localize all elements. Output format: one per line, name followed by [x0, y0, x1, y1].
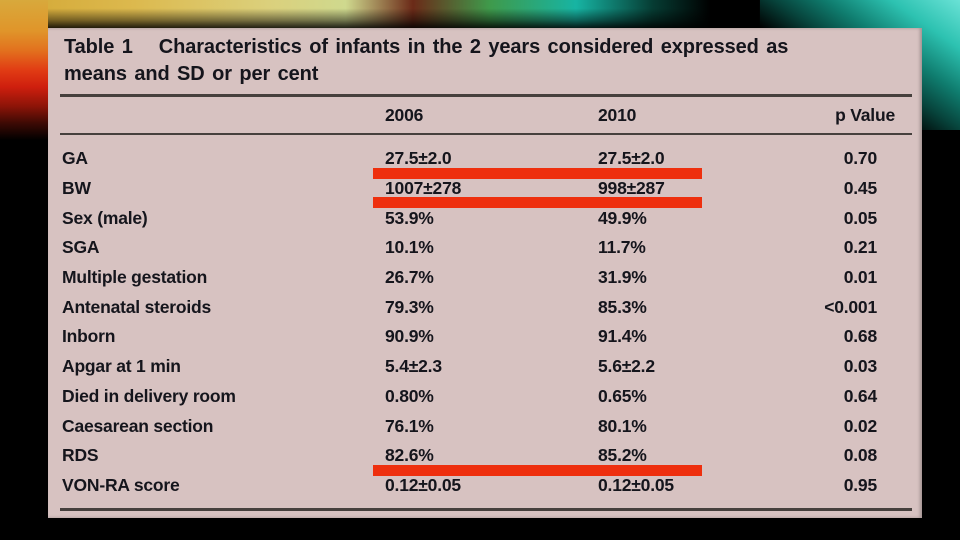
divider-header	[60, 133, 912, 135]
table-row: BW 1007±278 998±287 0.45	[48, 174, 922, 209]
row-label: BW	[62, 178, 91, 199]
value-2006: 82.6%	[385, 445, 434, 466]
table-body: GA 27.5±2.0 27.5±2.0 0.70 BW 1007±278 99…	[48, 144, 922, 500]
value-2006: 79.3%	[385, 296, 434, 317]
table-title: Table 1 Characteristics of infants in the…	[48, 28, 838, 88]
row-label: RDS	[62, 445, 99, 466]
p-value: 0.64	[843, 385, 877, 406]
table-row: Caesarean section 76.1% 80.1% 0.02	[48, 411, 922, 441]
value-2006: 26.7%	[385, 267, 434, 288]
p-value: 0.45	[843, 178, 877, 199]
value-2010: 998±287	[598, 178, 665, 199]
row-label: SGA	[62, 237, 100, 258]
table-title-text: Characteristics of infants in the 2 year…	[64, 36, 789, 85]
value-2006: 0.12±0.05	[385, 474, 461, 495]
table-row: Died in delivery room 0.80% 0.65% 0.64	[48, 382, 922, 412]
p-value: 0.95	[843, 474, 877, 495]
row-label: Antenatal steroids	[62, 296, 212, 317]
table-row: Inborn 90.9% 91.4% 0.68	[48, 322, 922, 352]
p-value: 0.70	[843, 148, 877, 169]
value-2010: 11.7%	[598, 237, 646, 258]
value-2010: 31.9%	[598, 267, 647, 288]
row-label: Caesarean section	[62, 415, 214, 436]
row-label: Multiple gestation	[62, 267, 208, 288]
row-label: Apgar at 1 min	[62, 356, 181, 377]
table-row: SGA 10.1% 11.7% 0.21	[48, 233, 922, 263]
table-row: GA 27.5±2.0 27.5±2.0 0.70	[48, 144, 922, 179]
row-label: VON-RA score	[62, 474, 180, 495]
table-row: Apgar at 1 min 5.4±2.3 5.6±2.2 0.03	[48, 352, 922, 382]
value-2006: 53.9%	[385, 207, 434, 228]
value-2010: 80.1%	[598, 415, 647, 436]
value-2006: 10.1%	[385, 237, 434, 258]
column-header-2010: 2010	[598, 104, 637, 125]
p-value: 0.01	[843, 267, 877, 288]
p-value: 0.05	[843, 207, 877, 228]
value-2006: 0.80%	[385, 385, 434, 406]
value-2010: 85.3%	[598, 296, 647, 317]
table-card: Table 1 Characteristics of infants in the…	[48, 28, 922, 518]
highlight-bar	[373, 464, 702, 476]
p-value: 0.03	[843, 356, 877, 377]
divider-top	[60, 94, 912, 97]
table-header-row: 2006 2010 p Value	[48, 97, 922, 133]
decorative-left-gradient-stripe	[0, 0, 48, 140]
p-value: 0.68	[843, 326, 877, 347]
column-header-2006: 2006	[385, 104, 424, 125]
table-row: Multiple gestation 26.7% 31.9% 0.01	[48, 263, 922, 293]
value-2010: 85.2%	[598, 445, 647, 466]
value-2010: 5.6±2.2	[598, 356, 655, 377]
value-2006: 27.5±2.0	[385, 148, 452, 169]
table-row: RDS 82.6% 85.2% 0.08	[48, 441, 922, 476]
value-2006: 5.4±2.3	[385, 356, 442, 377]
value-2010: 0.65%	[598, 385, 647, 406]
table-row: VON-RA score 0.12±0.05 0.12±0.05 0.95	[48, 471, 922, 501]
p-value: 0.02	[843, 415, 877, 436]
row-label: Inborn	[62, 326, 116, 347]
table-number-label: Table 1	[64, 36, 133, 58]
value-2010: 27.5±2.0	[598, 148, 665, 169]
row-label: Sex (male)	[62, 207, 148, 228]
column-header-pvalue: p Value	[835, 104, 895, 125]
value-2010: 91.4%	[598, 326, 647, 347]
row-label: GA	[62, 148, 88, 169]
value-2006: 76.1%	[385, 415, 434, 436]
p-value: 0.08	[843, 445, 877, 466]
highlight-bar	[373, 167, 702, 179]
divider-bottom	[60, 508, 912, 511]
value-2010: 49.9%	[598, 207, 647, 228]
highlight-bar	[373, 197, 702, 209]
value-2010: 0.12±0.05	[598, 474, 674, 495]
p-value: 0.21	[843, 237, 877, 258]
p-value: <0.001	[824, 296, 877, 317]
row-label: Died in delivery room	[62, 385, 236, 406]
value-2006: 90.9%	[385, 326, 434, 347]
table-row: Antenatal steroids 79.3% 85.3% <0.001	[48, 292, 922, 322]
table-row: Sex (male) 53.9% 49.9% 0.05	[48, 203, 922, 233]
value-2006: 1007±278	[385, 178, 462, 199]
